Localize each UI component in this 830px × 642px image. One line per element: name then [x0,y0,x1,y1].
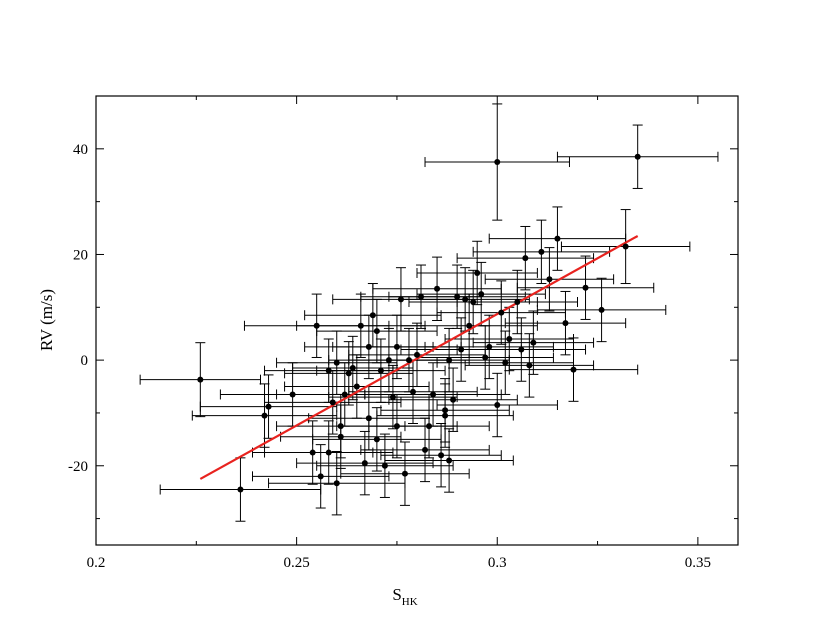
y-axis-label: RV (m/s) [37,289,56,351]
data-point [458,346,465,353]
y-tick-label: 20 [73,247,88,263]
plot-frame [95,95,739,546]
data-point [414,351,420,358]
data-point [349,365,356,372]
data-point [466,322,473,329]
data-point [634,153,641,160]
data-point [309,449,316,456]
data-point [337,433,344,440]
data-point [365,415,372,422]
data-point [518,346,525,353]
data-point [373,328,380,335]
data-point [337,423,344,430]
data-point [442,407,449,414]
axis-ticks-layer: 0.2 0.25 0.3 0.35 -20 0 20 40 [68,95,738,571]
data-point [498,309,505,316]
data-point [197,376,204,383]
data-point [430,391,437,398]
x-tick-label: 0.25 [284,555,310,571]
data-point [530,339,537,346]
data-point [381,462,388,469]
data-point [289,391,296,398]
x-axis-label-subscript: HK [402,596,418,608]
data-point [506,335,513,342]
x-axis-title: SHK [392,585,417,608]
data-point [357,322,364,329]
data-point [422,446,429,453]
data-point [562,320,569,327]
data-point [329,399,336,406]
data-point [446,457,453,464]
data-point [546,276,553,283]
data-point [261,412,268,419]
data-point [454,293,461,300]
data-point [325,449,332,456]
data-point [622,243,629,250]
data-point [450,396,457,403]
data-point [385,357,392,364]
data-point [401,470,408,477]
data-point [426,423,433,430]
data-point [333,480,340,487]
data-point [434,285,441,292]
data-point [393,343,400,350]
data-point [313,322,320,329]
data-point [570,366,577,373]
data-point [462,296,469,303]
data-point [333,359,340,366]
data-point [369,312,376,319]
data-point [598,306,605,313]
data-point [482,354,489,361]
x-axis-label: S [392,585,401,604]
x-tick-label: 0.2 [87,555,106,571]
x-tick-label: 0.3 [488,555,507,571]
data-point [442,412,449,419]
fit-line [199,235,639,480]
data-point [494,402,501,409]
data-point [494,159,501,166]
data-point [361,460,368,467]
data-point [514,299,521,306]
data-point [365,343,372,350]
data-point [446,357,453,364]
data-point [265,403,272,410]
data-point [373,436,380,443]
data-point [486,343,493,350]
x-tick-label: 0.35 [685,555,711,571]
data-point [502,359,509,366]
fit-line-layer [199,235,639,480]
data-point [345,370,352,377]
data-point [377,367,384,374]
y-tick-label: 0 [81,353,89,369]
data-point [478,291,485,298]
data-point [438,452,445,459]
data-point [474,269,481,276]
y-tick-label: 40 [73,142,88,158]
points-layer [197,153,641,493]
data-point [405,357,412,364]
data-point [341,391,348,398]
data-point [470,299,477,306]
data-point [409,388,416,395]
data-point [393,423,400,430]
data-point [237,486,244,493]
data-point [554,235,561,242]
data-point [325,367,332,374]
data-point [397,296,404,303]
data-point [582,284,589,291]
error-bars-layer [139,103,719,522]
data-point [353,383,360,390]
data-point [389,394,396,401]
data-point [418,293,425,300]
y-tick-label: -20 [68,459,88,475]
data-point [538,248,545,255]
data-point [317,473,324,480]
data-point [522,255,529,262]
data-point [526,362,533,369]
